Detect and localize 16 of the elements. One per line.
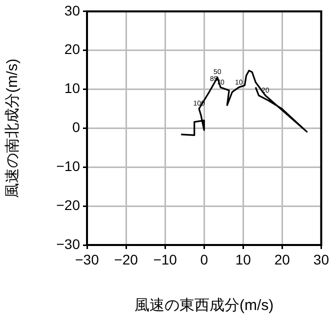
- y-axis-title: 風速の南北成分(m/s): [4, 58, 22, 198]
- x-tick-label: 30: [313, 251, 330, 268]
- y-tick-label: −10: [56, 158, 80, 174]
- y-tick-label: 30: [64, 2, 80, 18]
- x-tick-label: 20: [274, 251, 290, 268]
- x-tick-label: 0: [200, 251, 208, 268]
- y-tick-label: 10: [64, 80, 80, 96]
- x-tick-label: −20: [114, 251, 138, 268]
- y-tick-label: −30: [56, 236, 80, 252]
- y-tick-label: 0: [72, 119, 80, 136]
- x-tick-label: −10: [153, 251, 178, 268]
- x-tick-label: −30: [75, 251, 100, 268]
- x-tick-label: 10: [235, 251, 252, 268]
- x-axis-title: 風速の東西成分(m/s): [134, 297, 274, 314]
- y-tick-label: −20: [56, 196, 80, 213]
- y-tick-label: 20: [64, 41, 80, 58]
